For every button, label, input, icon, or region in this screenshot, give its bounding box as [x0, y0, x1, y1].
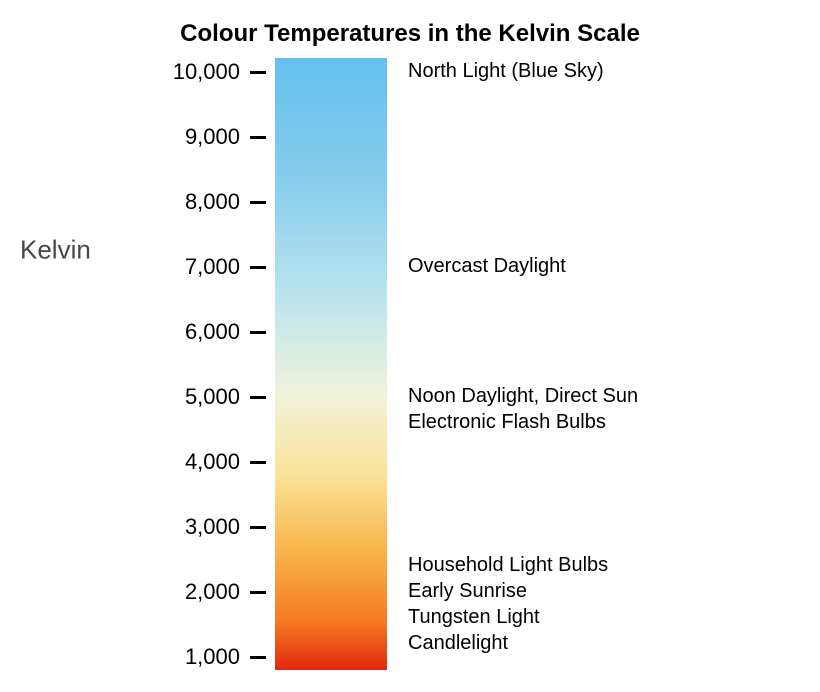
axis-unit-label: Kelvin — [20, 235, 91, 266]
tick-label: 3,000 — [120, 514, 240, 540]
tick-mark — [250, 656, 266, 659]
annotation-line: Household Light Bulbs — [408, 554, 608, 577]
tick-mark — [250, 331, 266, 334]
tick-mark — [250, 396, 266, 399]
annotation-line: North Light (Blue Sky) — [408, 60, 604, 83]
tick-label: 1,000 — [120, 644, 240, 670]
annotation-line: Tungsten Light — [408, 606, 540, 629]
annotation-line: Early Sunrise — [408, 580, 527, 603]
tick-mark — [250, 136, 266, 139]
tick-label: 6,000 — [120, 319, 240, 345]
tick-mark — [250, 71, 266, 74]
chart-title: Colour Temperatures in the Kelvin Scale — [0, 20, 820, 48]
annotation-line: Electronic Flash Bulbs — [408, 411, 606, 434]
tick-mark — [250, 591, 266, 594]
tick-label: 7,000 — [120, 254, 240, 280]
annotation-line: Overcast Daylight — [408, 255, 566, 278]
tick-mark — [250, 266, 266, 269]
tick-label: 10,000 — [120, 59, 240, 85]
kelvin-gradient-bar — [275, 58, 387, 670]
tick-label: 9,000 — [120, 124, 240, 150]
annotation-line: Candlelight — [408, 632, 508, 655]
annotation-line: Noon Daylight, Direct Sun — [408, 385, 638, 408]
tick-label: 2,000 — [120, 579, 240, 605]
tick-label: 5,000 — [120, 384, 240, 410]
tick-mark — [250, 461, 266, 464]
tick-label: 4,000 — [120, 449, 240, 475]
tick-label: 8,000 — [120, 189, 240, 215]
tick-mark — [250, 201, 266, 204]
tick-mark — [250, 526, 266, 529]
